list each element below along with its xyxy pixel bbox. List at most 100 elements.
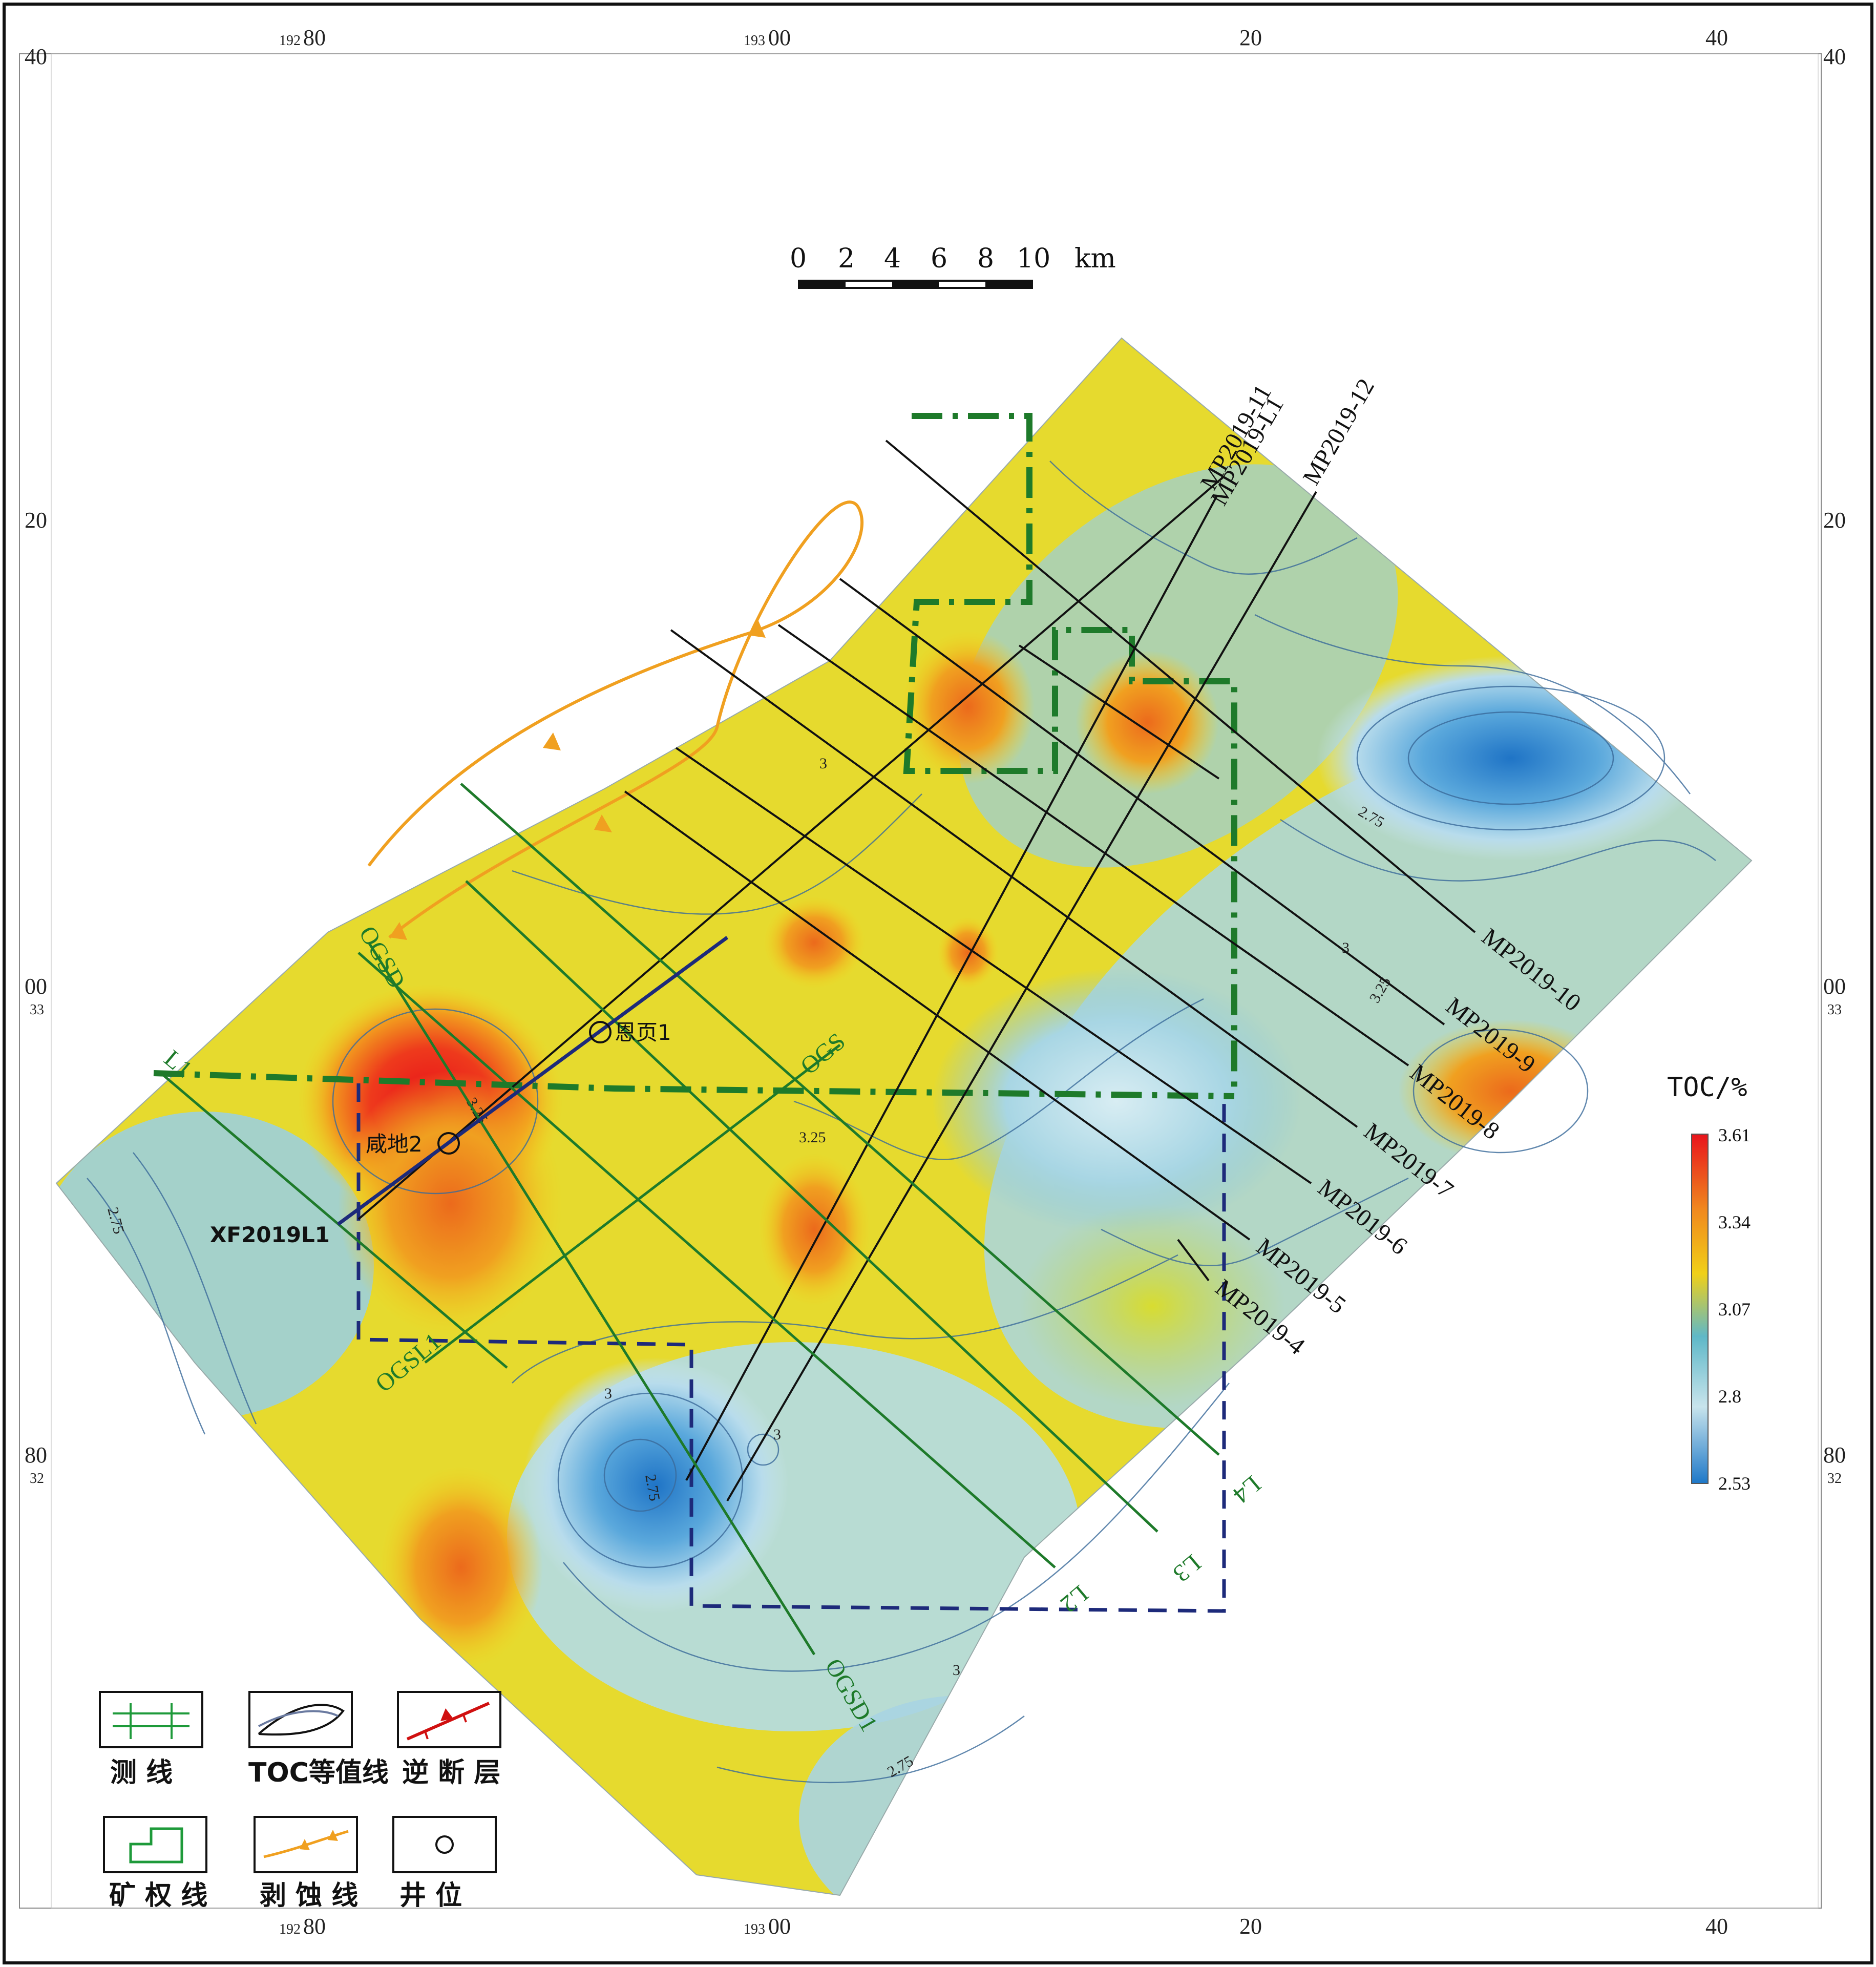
- label-l3: L3: [1168, 1549, 1206, 1587]
- mining-right-icon: [129, 1827, 183, 1864]
- scale-tick-10: 10: [1017, 243, 1050, 274]
- central-pale-zone: [932, 968, 1301, 1234]
- right-coord-small-3: 33: [1827, 1002, 1842, 1018]
- survey-line-mp2019-10: [885, 440, 1476, 933]
- survey-line-mp2019-8: [777, 624, 1409, 1066]
- contour-red-max: [332, 1008, 539, 1195]
- well-icon: [435, 1835, 454, 1854]
- erosion-line-path: [367, 500, 864, 939]
- mid-orange-zone-2: [937, 917, 999, 989]
- colorbar-tick-5: 2.53: [1718, 1473, 1751, 1494]
- contour-east-2: [1254, 614, 1691, 794]
- right-coord-small-4: 32: [1827, 1471, 1842, 1487]
- legend-box-well: [392, 1816, 497, 1873]
- bottom-coord-3: 20: [1239, 1914, 1262, 1939]
- colorbar-tick-4: 2.8: [1718, 1386, 1741, 1407]
- top-coord-3: 20: [1239, 25, 1262, 50]
- bottom-coord-small-1: 192: [279, 1921, 301, 1937]
- label-xf2019l1: XF2019L1: [210, 1222, 330, 1247]
- survey-line-mp2019-12: [726, 491, 1317, 1502]
- label-l4: L4: [1228, 1470, 1266, 1509]
- contour-label-2: 3: [819, 755, 827, 772]
- west-orange-zone: [338, 1071, 563, 1337]
- label-mp2019-12: MP2019-12: [1298, 374, 1380, 489]
- bottom-coord-2: 00: [768, 1914, 791, 1939]
- survey-line-ogsl1: [424, 1044, 841, 1364]
- well-marker-xiandi2[interactable]: [437, 1132, 460, 1155]
- bottom-coord-small-2: 193: [744, 1921, 765, 1937]
- bottom-coordinates: 192 80 193 00 20 40: [279, 1914, 1728, 1939]
- survey-line-mp2019-6: [675, 747, 1312, 1184]
- scale-tick-2: 2: [838, 243, 855, 274]
- left-coord-2: 20: [25, 508, 47, 533]
- south-low-zone: [522, 1357, 789, 1614]
- legend-label-well: 井 位: [399, 1880, 462, 1911]
- wells: 恩页1 咸地2: [366, 1020, 671, 1157]
- survey-line-ogsd1: [367, 941, 816, 1656]
- survey-line-icon: [113, 1703, 189, 1739]
- legend-label-thrust: 逆 断 层: [402, 1757, 500, 1788]
- contour-south-1: [563, 1383, 1230, 1672]
- colorbar-gradient: [1691, 1134, 1709, 1484]
- southeast-yellow-zone: [1019, 1204, 1285, 1409]
- legend-label-survey-line: 测 线: [110, 1757, 173, 1788]
- contour-east-low: [1356, 685, 1666, 831]
- survey-line-l4: [460, 783, 1220, 1456]
- mining-right-central: [153, 1070, 1235, 1099]
- survey-line-l1: [163, 1075, 508, 1369]
- outer-border: [3, 3, 1873, 1964]
- scale-tick-6: 6: [931, 243, 947, 274]
- top-coord-small-2: 193: [744, 33, 765, 49]
- legend-box-mining: [103, 1816, 207, 1873]
- label-l2: L2: [1055, 1580, 1093, 1618]
- left-coord-3: 00: [25, 974, 47, 999]
- navy-line-xf2019l1: [336, 936, 729, 1226]
- right-coord-3: 00: [1823, 974, 1846, 999]
- south-tip-blue: [799, 1696, 1127, 1895]
- scale-tick-4: 4: [884, 243, 901, 274]
- scale-bar: 0 2 4 6 8 10 km: [790, 243, 1116, 289]
- right-coord-4: 80: [1823, 1442, 1846, 1468]
- survey-line-mp2019-4-a: [1018, 644, 1220, 780]
- colorbar-tick-1: 3.61: [1718, 1125, 1751, 1145]
- contour-label-4: 3: [604, 1385, 612, 1402]
- thrust-fault-icon: [406, 1702, 490, 1741]
- survey-line-mp2019-l1: [357, 475, 1225, 1220]
- black-survey-lines: [357, 440, 1476, 1502]
- southwest-orange-zone: [379, 1465, 543, 1670]
- right-coord-2: 20: [1823, 508, 1846, 533]
- scale-seg-5: [985, 281, 1032, 288]
- contour-west-2: [133, 1152, 257, 1425]
- top-coordinates: 192 80 193 00 20 40: [279, 25, 1728, 50]
- green-survey-lines: [163, 783, 1220, 1656]
- erosion-tick-3: [748, 620, 766, 638]
- mining-right-lines: [153, 413, 1237, 1099]
- contour-north-2: [1049, 461, 1358, 575]
- contour-southeast-1: [1101, 1177, 1409, 1266]
- bottom-coord-4: 40: [1705, 1914, 1728, 1939]
- map-legend: 测 线 TOC等值线 逆 断 层 矿 权 线 剥 蚀 线 井 位: [99, 1691, 501, 1911]
- contour-small-loop: [747, 1433, 779, 1466]
- contour-south-2: [716, 1715, 1025, 1784]
- survey-line-mp2019-4-b: [1177, 1239, 1210, 1282]
- contour-east-1: [1280, 819, 1716, 882]
- bottom-coord-1: 80: [303, 1914, 326, 1939]
- navy-line: XF2019L1: [210, 936, 729, 1247]
- contour-line-icon: [258, 1704, 345, 1736]
- block-boundary-south: [356, 1083, 1226, 1613]
- colorbar-title: TOC/%: [1667, 1072, 1747, 1103]
- contour-label-3: 3.25: [799, 1129, 826, 1146]
- well-label-enye1: 恩页1: [615, 1020, 671, 1045]
- right-coordinates: 40 20 00 33 80 32: [1823, 44, 1846, 1487]
- left-coord-4: 80: [25, 1442, 47, 1468]
- legend-box-survey-line: [99, 1691, 203, 1748]
- contour-mid-2: [793, 998, 1204, 1160]
- left-coord-small-4: 32: [30, 1471, 44, 1487]
- survey-line-l2: [357, 952, 1056, 1568]
- well-marker-enye1[interactable]: [589, 1021, 612, 1043]
- toc-surface: [56, 338, 1752, 1895]
- mid-orange-zone-1: [763, 896, 866, 989]
- northeast-orange-zone: [1076, 651, 1219, 794]
- erosion-tick-1: [543, 733, 561, 750]
